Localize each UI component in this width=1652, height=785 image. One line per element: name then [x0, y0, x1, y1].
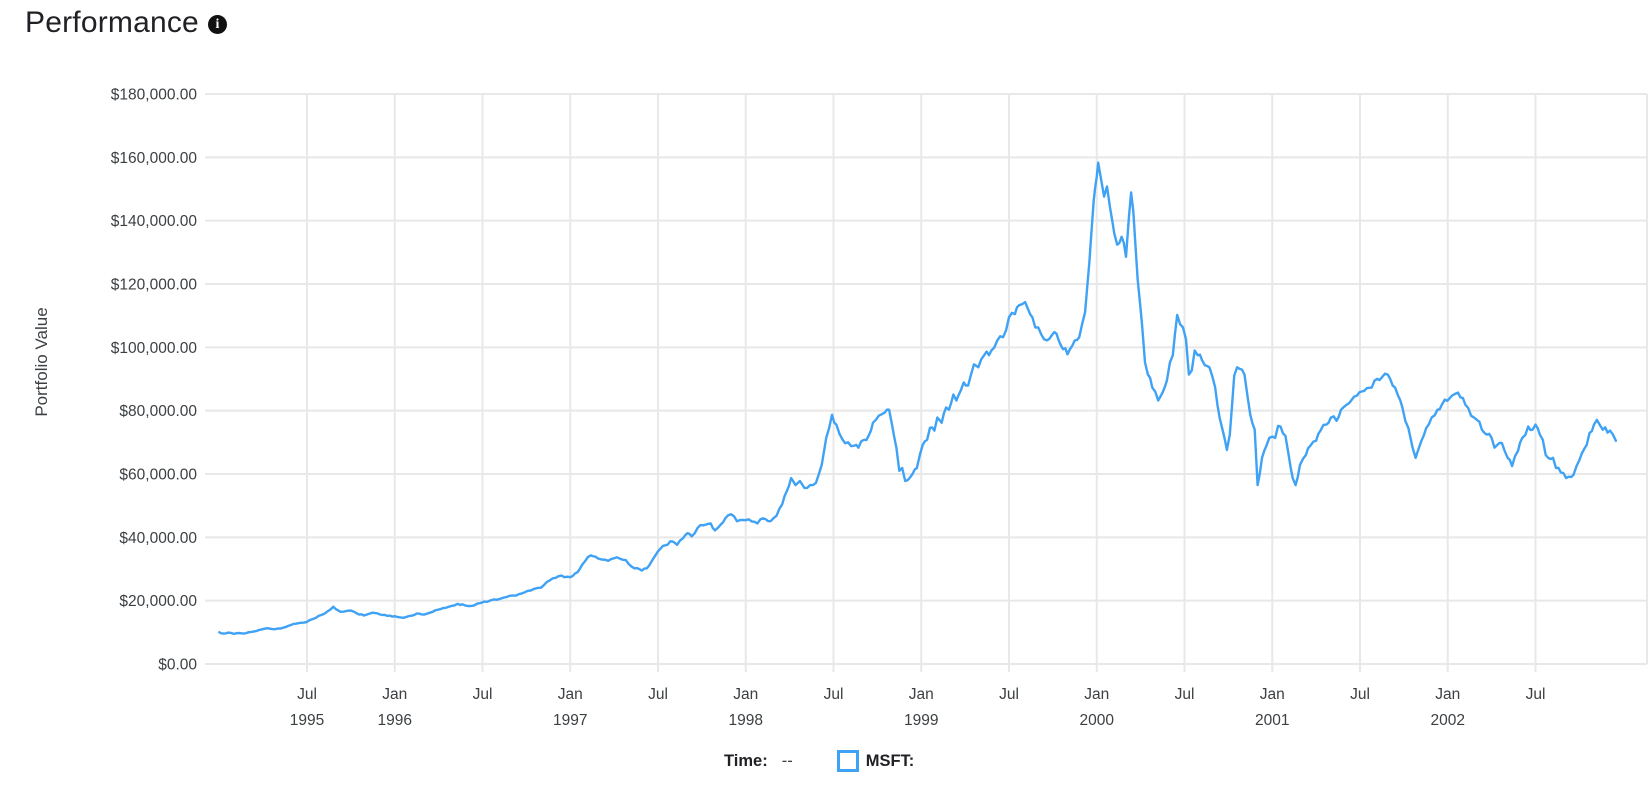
msft-series-line[interactable]	[218, 161, 1618, 636]
legend-time-value: --	[781, 751, 793, 770]
y-tick-label: $60,000.00	[119, 467, 197, 484]
x-tick-month-label: Jul	[1175, 686, 1195, 703]
x-tick-month-label: Jan	[1260, 686, 1285, 703]
legend-msft-swatch[interactable]	[836, 750, 859, 772]
x-tick-month-label: Jul	[1350, 686, 1370, 703]
y-tick-label: $140,000.00	[111, 213, 198, 230]
y-tick-label: $120,000.00	[111, 277, 198, 294]
x-tick-month-label: Jul	[648, 686, 668, 703]
legend-msft-label[interactable]: MSFT:	[865, 751, 915, 770]
x-tick-year-label: 2001	[1255, 712, 1289, 729]
x-tick-year-label: 1995	[290, 712, 324, 729]
x-tick-year-label: 2000	[1080, 712, 1115, 729]
legend-time-label: Time:	[724, 751, 768, 770]
x-tick-year-label: 1999	[904, 712, 938, 729]
x-tick-month-label: Jul	[999, 686, 1019, 703]
x-tick-month-label: Jan	[733, 686, 758, 703]
y-tick-label: $160,000.00	[111, 150, 198, 167]
x-tick-year-label: 1997	[553, 712, 587, 729]
y-tick-label: $180,000.00	[111, 87, 198, 104]
chart-legend: Time: -- MSFT:	[724, 750, 914, 772]
x-tick-month-label: Jan	[909, 686, 934, 703]
x-tick-year-label: 2002	[1431, 712, 1465, 729]
y-tick-label: $100,000.00	[111, 340, 198, 357]
x-tick-year-label: 1998	[729, 712, 763, 729]
x-tick-month-label: Jan	[1084, 686, 1109, 703]
x-tick-month-label: Jul	[473, 686, 493, 703]
x-tick-month-label: Jul	[297, 686, 317, 703]
y-tick-label: $80,000.00	[119, 403, 197, 420]
y-tick-label: $40,000.00	[119, 530, 197, 547]
x-tick-month-label: Jan	[1435, 686, 1460, 703]
y-tick-label: $0.00	[158, 657, 197, 674]
x-tick-month-label: Jan	[558, 686, 583, 703]
page-title: Performance	[25, 6, 199, 39]
x-tick-month-label: Jul	[1526, 686, 1546, 703]
page-header: Performance i	[25, 6, 227, 40]
x-tick-month-label: Jul	[824, 686, 844, 703]
x-tick-year-label: 1996	[378, 712, 412, 729]
x-tick-month-label: Jan	[382, 686, 407, 703]
info-icon[interactable]: i	[207, 15, 227, 34]
y-tick-label: $20,000.00	[119, 593, 197, 610]
